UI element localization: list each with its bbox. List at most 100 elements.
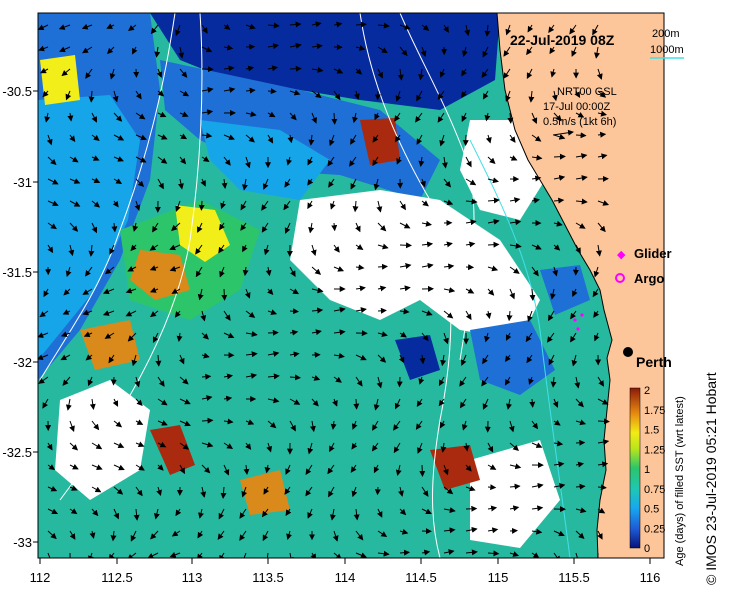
current-vector: [377, 222, 387, 232]
current-vector: [418, 376, 425, 385]
current-vector: [331, 222, 338, 232]
current-vector: [241, 486, 248, 498]
current-vector: [223, 373, 234, 380]
current-vector: [327, 156, 335, 167]
current-vector: [135, 178, 145, 188]
sst-map: [38, 13, 664, 558]
current-vector: [223, 464, 230, 476]
current-vector: [506, 310, 513, 322]
current-vector: [592, 288, 599, 298]
current-vector: [311, 90, 322, 99]
current-vector: [69, 178, 81, 184]
current-vector: [47, 530, 57, 540]
current-vector: [46, 442, 53, 451]
current-vector: [245, 23, 256, 30]
current-vector: [531, 175, 542, 182]
current-vector: [245, 373, 258, 379]
current-vector: [157, 398, 168, 406]
current-vector: [43, 288, 50, 298]
current-vector: [350, 134, 357, 145]
current-vector: [574, 376, 581, 389]
current-vector: [157, 441, 167, 448]
colorbar-tick-label: 1: [644, 464, 650, 476]
current-vector: [355, 530, 364, 541]
current-vector: [42, 90, 49, 98]
current-vector: [421, 200, 429, 207]
current-vector: [528, 376, 534, 385]
current-vector: [353, 90, 360, 100]
current-vector: [505, 90, 511, 102]
current-vector: [38, 354, 49, 360]
current-vector: [393, 420, 401, 431]
current-vector: [38, 376, 49, 384]
current-vector: [597, 398, 609, 405]
current-vector: [266, 552, 269, 558]
current-vector: [308, 134, 315, 146]
contour-label-1000m: 1000m: [650, 44, 684, 56]
current-vector: [179, 156, 187, 165]
current-vector: [509, 155, 518, 161]
current-vector: [570, 332, 577, 343]
current-vector: [553, 197, 565, 204]
current-vector: [571, 354, 578, 367]
sst-region-east-mid: [470, 320, 555, 395]
current-vector: [575, 198, 588, 205]
current-vector: [419, 354, 426, 365]
current-vector: [134, 200, 141, 211]
glider-legend-label: Glider: [634, 246, 672, 261]
x-tick-label: 113.5: [252, 570, 284, 585]
current-vector: [509, 134, 516, 143]
sst-region-red-1: [150, 425, 195, 475]
current-vector: [553, 220, 563, 227]
current-vector: [171, 288, 181, 294]
current-vector: [223, 86, 236, 93]
current-vector: [487, 218, 500, 225]
current-vector: [264, 464, 271, 474]
current-vector: [221, 288, 228, 301]
current-vector: [179, 464, 185, 475]
current-vector: [47, 464, 56, 471]
current-vector: [509, 551, 520, 557]
current-vector: [482, 90, 489, 100]
current-vector: [531, 528, 543, 535]
current-vector: [179, 442, 190, 450]
current-vector: [133, 68, 140, 78]
current-vector: [553, 133, 566, 140]
current-vector: [179, 420, 191, 427]
current-vector: [178, 46, 185, 59]
current-vector: [38, 332, 49, 338]
current-vector: [63, 288, 71, 296]
current-vector: [60, 331, 71, 338]
current-vector: [171, 530, 181, 537]
current-vector: [201, 352, 210, 359]
current-vector: [393, 442, 401, 454]
current-vector: [201, 332, 209, 340]
current-vector: [175, 508, 182, 517]
current-vector: [91, 177, 101, 184]
current-vector: [531, 482, 544, 489]
current-vector: [39, 310, 49, 318]
current-vector: [529, 288, 536, 301]
current-vector: [197, 288, 204, 301]
argo-legend-label: Argo: [634, 271, 664, 286]
current-vector: [465, 241, 476, 248]
current-vector: [311, 307, 324, 314]
current-vector: [91, 155, 100, 161]
current-vector: [531, 154, 543, 161]
current-vector: [85, 68, 93, 79]
current-vector: [113, 156, 124, 162]
current-vector: [531, 505, 544, 512]
current-vector: [289, 266, 296, 277]
current-vector: [481, 376, 489, 387]
current-vector: [575, 244, 581, 254]
current-vector: [333, 552, 342, 558]
current-vector: [397, 68, 404, 81]
current-vector: [175, 24, 181, 37]
current-vector: [553, 419, 561, 426]
current-vector: [443, 310, 454, 319]
current-vector: [395, 90, 402, 102]
current-vector: [178, 354, 185, 365]
current-vector: [553, 482, 566, 489]
current-vector: [285, 464, 291, 475]
current-vector: [152, 332, 159, 343]
